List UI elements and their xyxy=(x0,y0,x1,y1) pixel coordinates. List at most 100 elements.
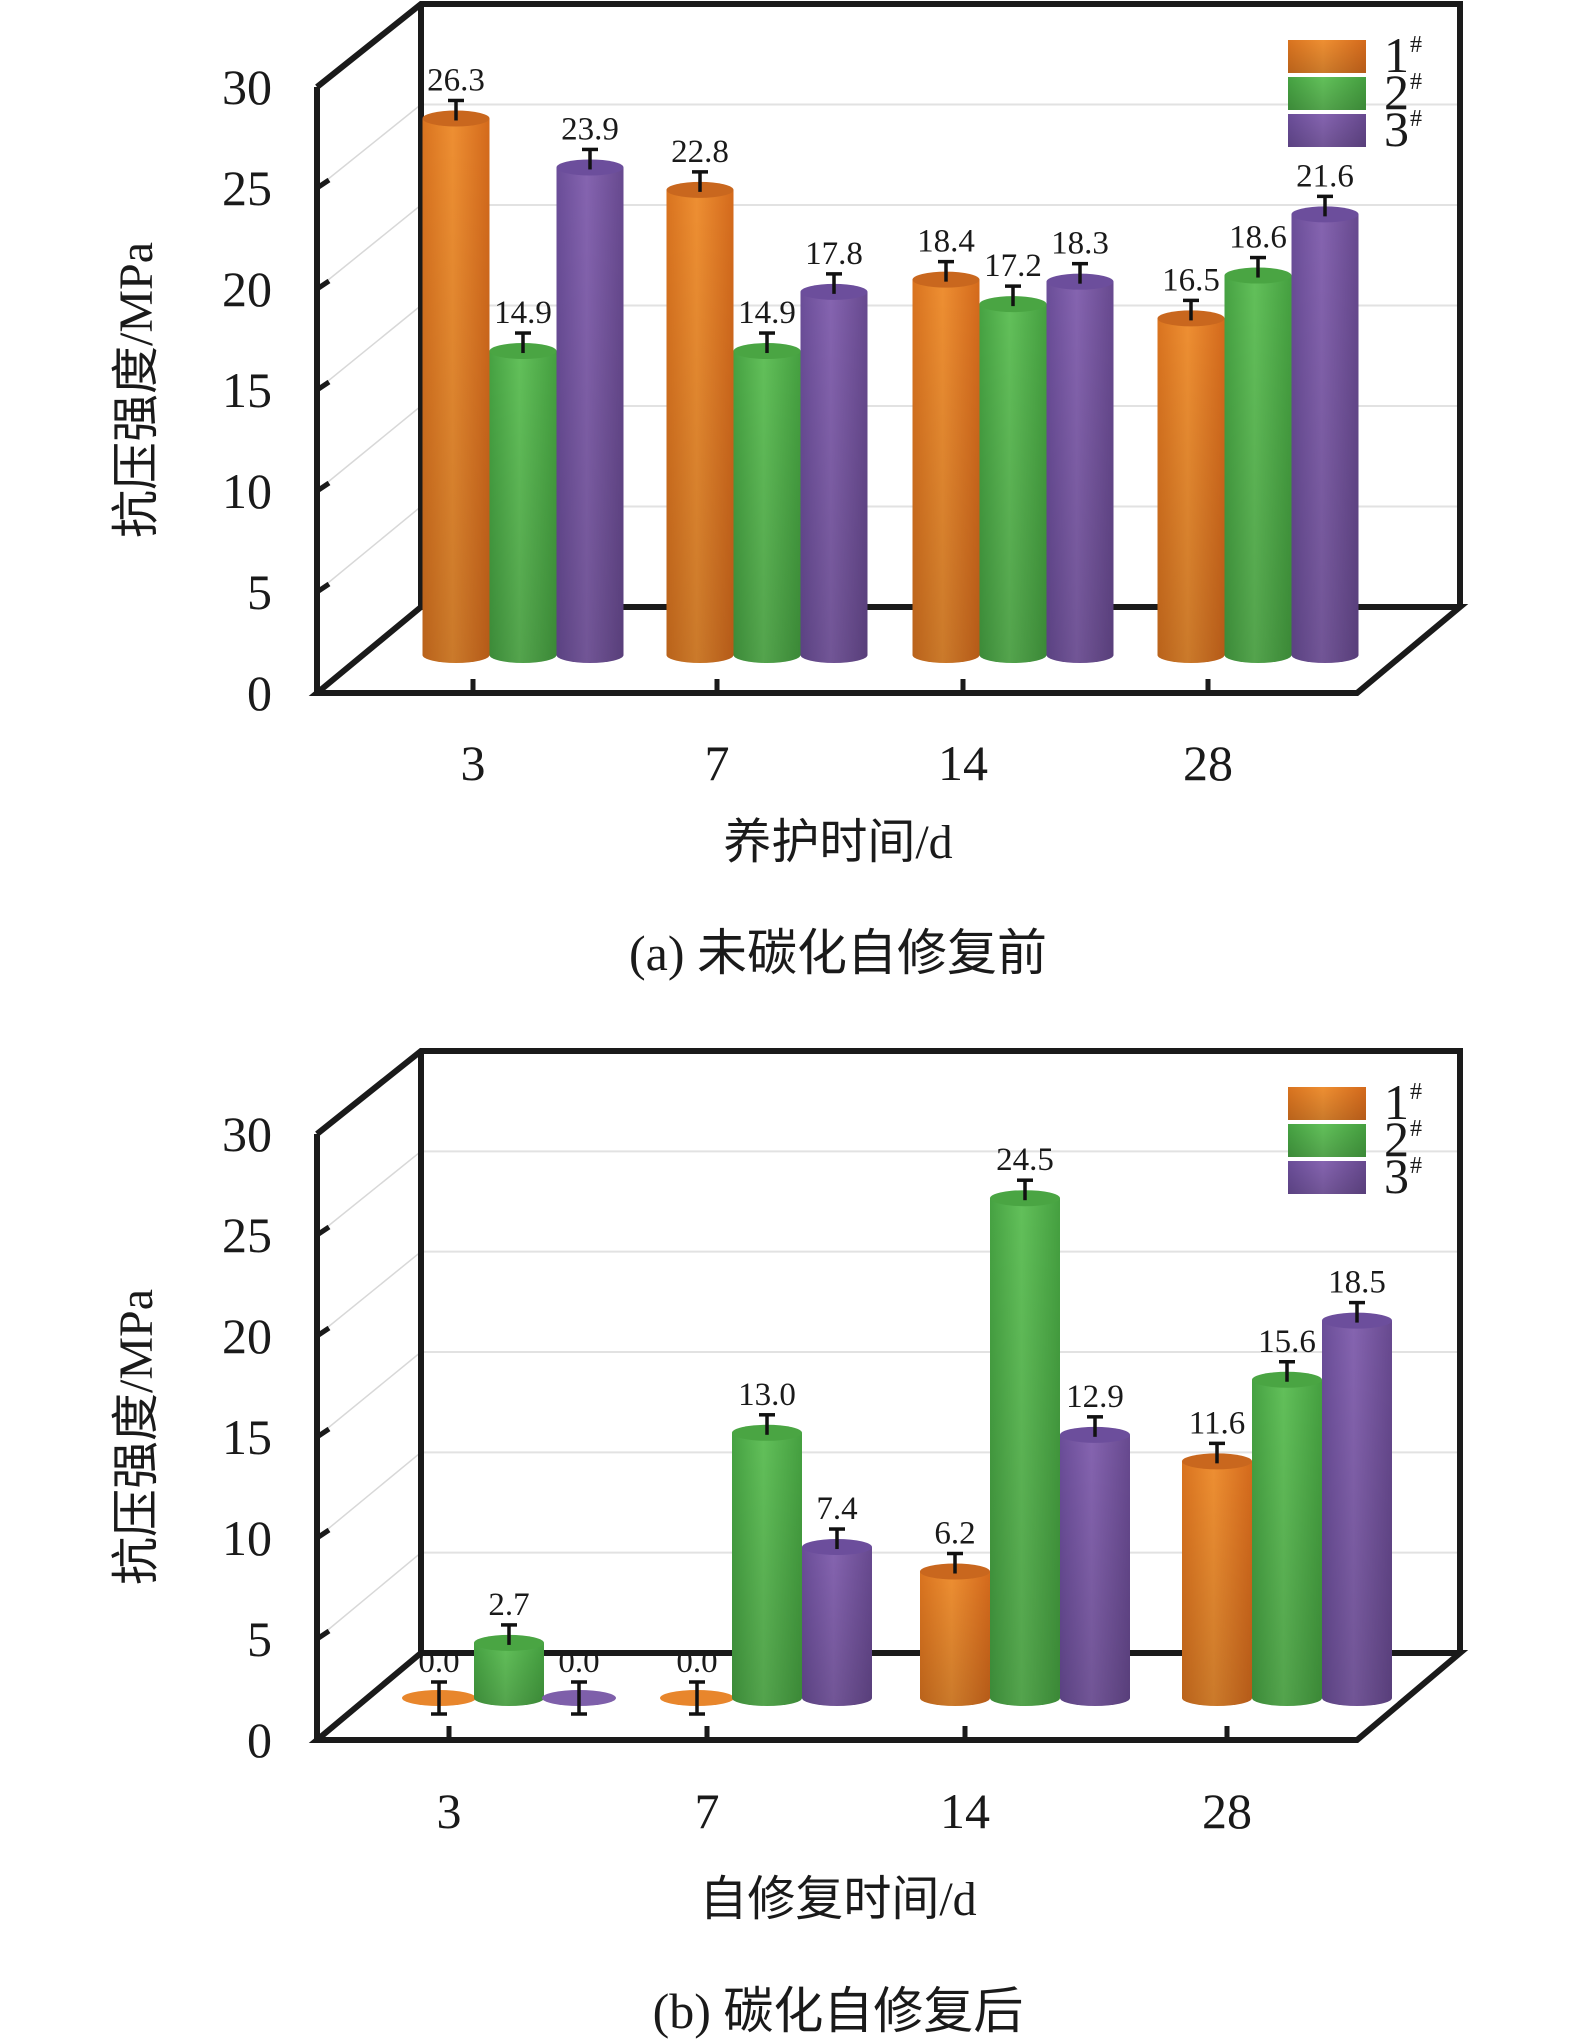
y-axis-title: 抗压强度/MPa xyxy=(110,1289,163,1585)
data-label: 17.2 xyxy=(984,248,1042,284)
y-tick-label: 30 xyxy=(222,1106,272,1162)
y-tick xyxy=(315,480,331,494)
data-label: 16.5 xyxy=(1162,262,1220,298)
x-tick-label: 28 xyxy=(1183,735,1233,791)
legend-item-2: 2 # xyxy=(1288,64,1422,120)
legend-label-sup: # xyxy=(1410,32,1422,58)
x-axis-title: 养护时间/d xyxy=(723,816,952,869)
legend-label-sup: # xyxy=(1410,69,1422,95)
legend-label: 1 xyxy=(1384,27,1409,83)
data-label: 24.5 xyxy=(996,1142,1054,1178)
bar-series-3-28 xyxy=(1291,206,1359,664)
y-tick-label: 20 xyxy=(222,1308,272,1364)
legend: 1 #2 #3 # xyxy=(1288,1074,1422,1204)
data-label: 21.6 xyxy=(1296,158,1354,194)
y-tick xyxy=(315,1628,331,1642)
y-tick-label: 5 xyxy=(247,564,272,620)
legend-label: 2 xyxy=(1384,1111,1409,1167)
data-label: 0.0 xyxy=(418,1644,459,1680)
data-label: 18.3 xyxy=(1051,226,1109,262)
bar-series-3-7 xyxy=(802,1539,872,1706)
bar-series-2-3 xyxy=(474,1634,544,1706)
legend-label: 2 xyxy=(1384,64,1409,120)
bar-series-2-28 xyxy=(1252,1371,1322,1706)
data-label: 0.0 xyxy=(558,1644,599,1680)
data-label: 14.9 xyxy=(494,295,552,331)
side-gridline xyxy=(316,505,422,593)
data-label: 7.4 xyxy=(816,1491,857,1527)
data-label: 22.8 xyxy=(671,134,729,170)
bar-series-2-14 xyxy=(990,1190,1060,1706)
y-tick-label: 15 xyxy=(222,1409,272,1465)
x-tick-label: 3 xyxy=(461,735,486,791)
bar-series-3-28 xyxy=(1322,1312,1392,1706)
x-tick-label: 7 xyxy=(705,735,730,791)
side-gridline xyxy=(316,1351,422,1438)
bar-series-1-3 xyxy=(422,110,490,664)
y-tick xyxy=(315,1426,331,1440)
legend-label-sup: # xyxy=(1410,1116,1422,1142)
side-gridline xyxy=(316,204,422,290)
y-tick xyxy=(315,1224,331,1238)
data-label: 6.2 xyxy=(934,1516,975,1552)
legend-item-1: 1 # xyxy=(1288,1074,1422,1130)
y-tick xyxy=(315,581,331,595)
data-label: 18.4 xyxy=(917,224,975,260)
bar-series-2-14 xyxy=(979,296,1047,663)
y-tick xyxy=(315,278,331,292)
bar-series-1-14 xyxy=(912,271,980,663)
x-axis-title: 自修复时间/d xyxy=(699,1873,976,1926)
legend-label: 3 xyxy=(1384,101,1409,157)
legend-item-1: 1 # xyxy=(1288,27,1422,83)
data-label: 11.6 xyxy=(1189,1405,1246,1441)
x-tick-label: 28 xyxy=(1202,1783,1252,1839)
legend-label-sup: # xyxy=(1410,1153,1422,1179)
side-gridline xyxy=(316,103,422,189)
bar-series-2-3 xyxy=(489,343,557,663)
legend-item-3: 3 # xyxy=(1288,1148,1422,1204)
x-tick-label: 14 xyxy=(940,1783,990,1839)
y-tick xyxy=(315,1527,331,1541)
data-label: 13.0 xyxy=(738,1377,796,1413)
data-label: 17.8 xyxy=(805,236,863,272)
y-tick-label: 15 xyxy=(222,362,272,418)
bar-series-2-28 xyxy=(1224,267,1292,663)
y-tick-label: 25 xyxy=(222,160,272,216)
y-axis-title: 抗压强度/MPa xyxy=(110,242,163,538)
bar-series-1-14 xyxy=(920,1563,990,1706)
data-label: 12.9 xyxy=(1066,1379,1124,1415)
bar-series-3-14 xyxy=(1046,273,1114,663)
legend-label-sup: # xyxy=(1410,1079,1422,1105)
legend: 1 #2 #3 # xyxy=(1288,27,1422,157)
data-label: 14.9 xyxy=(738,295,796,331)
bar-series-1-28 xyxy=(1157,310,1225,663)
y-tick-label: 25 xyxy=(222,1207,272,1263)
legend-item-2: 2 # xyxy=(1288,1111,1422,1167)
x-tick-label: 14 xyxy=(938,735,988,791)
x-tick-label: 3 xyxy=(437,1783,462,1839)
legend-label: 1 xyxy=(1384,1074,1409,1130)
data-label: 18.6 xyxy=(1229,220,1287,256)
y-tick xyxy=(315,177,331,191)
side-gridline xyxy=(316,1251,422,1337)
y-tick-label: 10 xyxy=(222,1510,272,1566)
x-tick-label: 7 xyxy=(695,1783,720,1839)
data-label: 2.7 xyxy=(488,1587,529,1623)
y-tick-label: 30 xyxy=(222,59,272,115)
bar-series-1-7 xyxy=(666,181,734,663)
side-gridline xyxy=(316,304,422,391)
y-tick-label: 10 xyxy=(222,463,272,519)
y-tick xyxy=(315,379,331,393)
panel-caption: (b) 碳化自修复后 xyxy=(653,1983,1024,2039)
legend-item-3: 3 # xyxy=(1288,101,1422,157)
data-label: 15.6 xyxy=(1258,1324,1316,1360)
bar-series-3-14 xyxy=(1060,1426,1130,1706)
side-gridline xyxy=(316,405,422,492)
y-tick-label: 5 xyxy=(247,1611,272,1667)
bar-series-3-3 xyxy=(556,159,624,663)
bar-series-2-7 xyxy=(732,1424,802,1706)
panel-caption: (a) 未碳化自修复前 xyxy=(629,925,1047,981)
bar-series-3-7 xyxy=(800,283,868,663)
data-label: 18.5 xyxy=(1328,1265,1386,1301)
